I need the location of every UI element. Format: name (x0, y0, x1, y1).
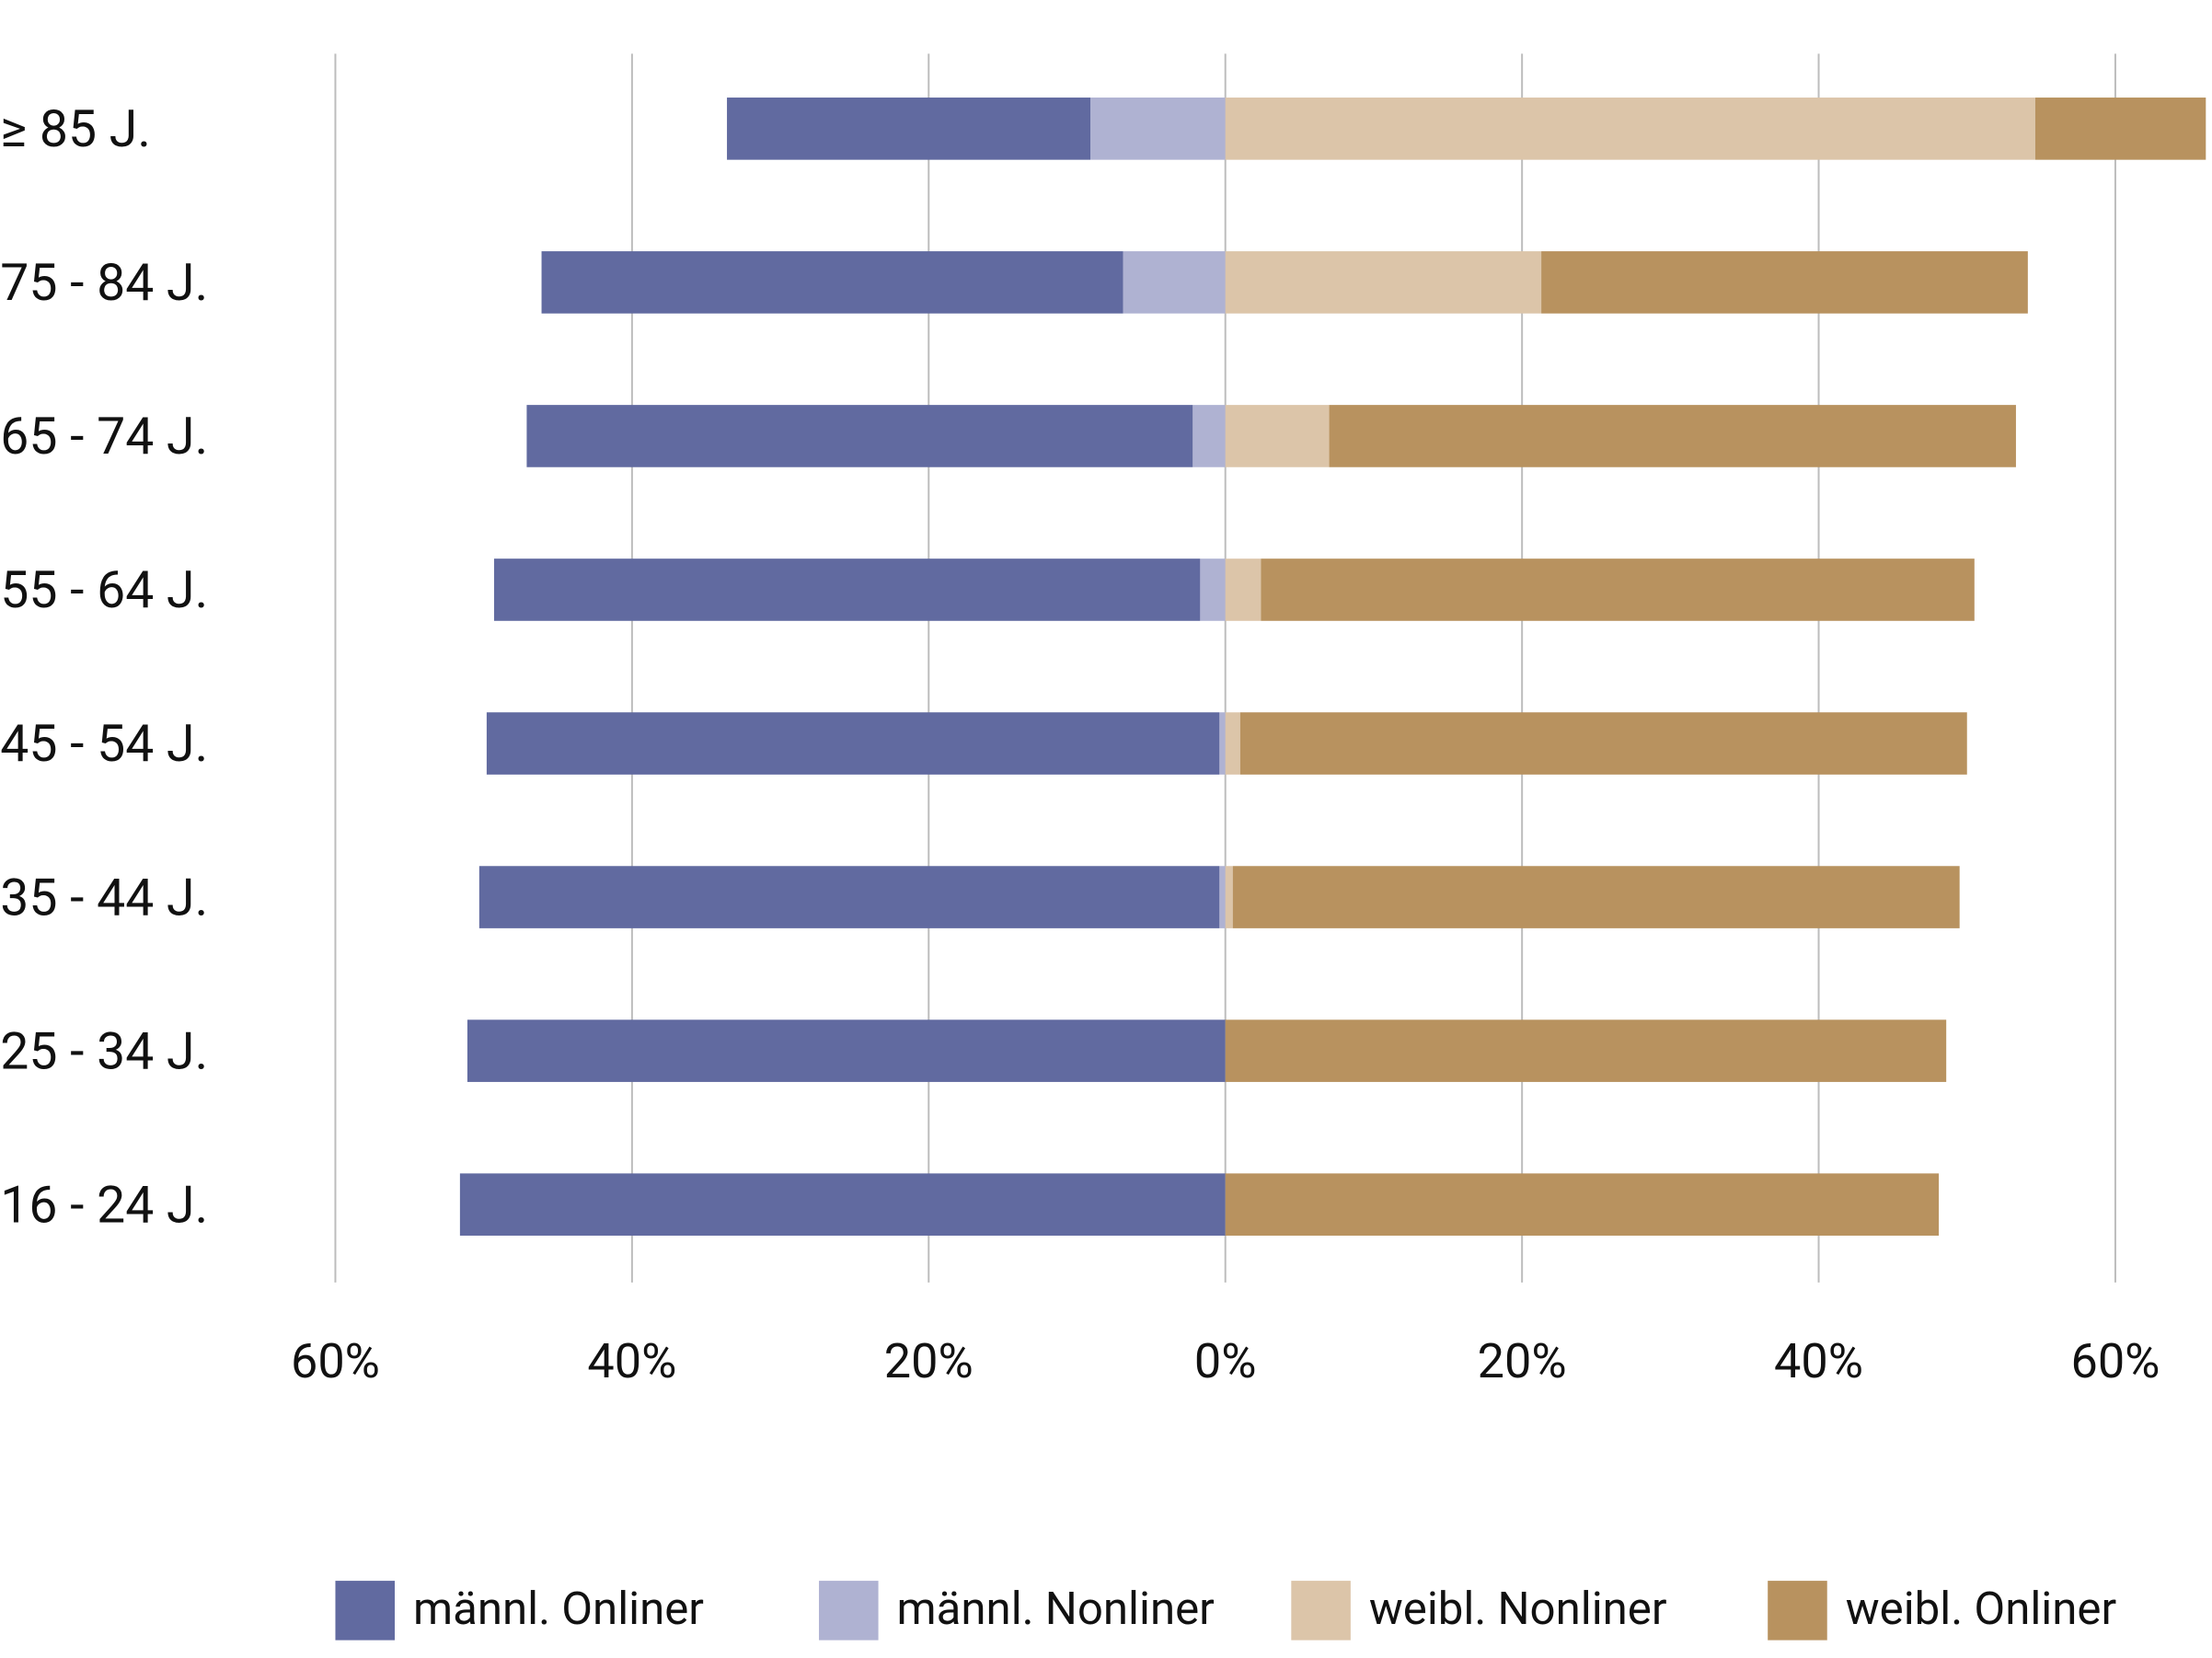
bar-segment (1225, 712, 1240, 775)
bar-segment (493, 558, 1201, 621)
x-tick-label: 40% (587, 1333, 676, 1389)
y-tick-label: 75 - 84 J. (0, 253, 208, 313)
bar-segment (1123, 251, 1226, 314)
bar-segment (1225, 1019, 1947, 1082)
legend-swatch (335, 1581, 396, 1641)
y-tick-label: 65 - 74 J. (0, 407, 208, 466)
bar-segment (459, 1173, 1226, 1236)
bar-segment (1225, 1173, 1940, 1236)
y-tick-label: 25 - 34 J. (0, 1021, 208, 1081)
y-tick-label: 45 - 54 J. (0, 714, 208, 774)
bar-segment (526, 405, 1193, 467)
bar-segment (1219, 712, 1226, 775)
bar-segment (1225, 251, 1542, 314)
bar-segment (1090, 98, 1226, 160)
bar-segment (2034, 98, 2206, 160)
bar-segment (1239, 712, 1967, 775)
legend-swatch (1768, 1581, 1827, 1641)
bar-segment (1200, 558, 1226, 621)
bar-segment (1225, 866, 1233, 928)
bar-segment (486, 712, 1220, 775)
y-tick-label: 35 - 44 J. (0, 868, 208, 927)
bar-segment (1261, 558, 1975, 621)
bar-segment (727, 98, 1091, 160)
legend-label: weibl. Nonliner (1369, 1583, 1667, 1636)
bar-segment (1192, 405, 1226, 467)
bar-segment (1225, 98, 2035, 160)
x-tick-label: 40% (1774, 1333, 1863, 1389)
bar-segment (467, 1019, 1226, 1082)
legend-swatch (819, 1581, 879, 1641)
bar-segment (1225, 558, 1262, 621)
legend-swatch (1291, 1581, 1351, 1641)
y-tick-label: ≥ 85 J. (0, 99, 151, 159)
x-tick-label: 60% (2070, 1333, 2160, 1389)
x-tick-label: 20% (1478, 1333, 1567, 1389)
bar-segment (1232, 866, 1960, 928)
y-tick-label: 55 - 64 J. (0, 560, 208, 620)
bar-segment (1225, 405, 1330, 467)
bar-segment (1219, 866, 1226, 928)
x-tick-label: 20% (884, 1333, 974, 1389)
bar-segment (1329, 405, 2016, 467)
x-tick-label: 60% (291, 1333, 380, 1389)
x-tick-label: 0% (1194, 1333, 1257, 1389)
y-tick-label: 16 - 24 J. (0, 1175, 208, 1235)
bar-segment (478, 866, 1220, 928)
bar-segment (1541, 251, 2028, 314)
bar-segment (541, 251, 1123, 314)
legend-label: männl. Onliner (413, 1583, 704, 1636)
legend-label: männl. Nonliner (897, 1583, 1215, 1636)
legend-label: weibl. Onliner (1846, 1583, 2116, 1636)
